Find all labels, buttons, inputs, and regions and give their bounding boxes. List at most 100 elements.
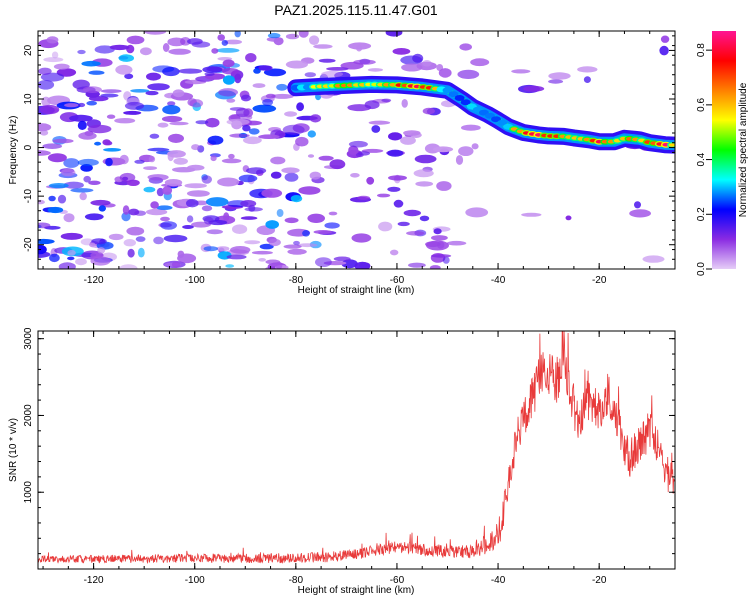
noise-blob [38,222,51,229]
noise-blob [226,254,247,260]
noise-blob [348,42,372,50]
noise-blob [94,141,102,146]
noise-blob [217,177,240,187]
noise-blob [222,75,235,85]
noise-blob [387,186,401,192]
noise-blob [126,35,145,45]
noise-blob [203,216,214,225]
noise-blob [150,201,159,209]
noise-blob [216,246,230,252]
noise-blob [195,120,209,125]
noise-blob [47,206,64,214]
noise-blob [252,83,266,88]
noise-blob [348,145,359,155]
noise-blob [168,48,191,55]
x-tick-label: -40 [491,275,506,286]
noise-blob [140,47,152,56]
noise-blob [124,101,145,110]
noise-blob [368,120,391,125]
noise-blob [307,154,315,158]
noise-blob [276,209,284,217]
noise-blob [390,249,399,256]
noise-blob [79,192,87,201]
noise-blob [119,264,138,269]
noise-blob [244,207,263,212]
noise-blob [78,132,97,140]
noise-blob [137,247,145,258]
noise-blob [419,215,430,222]
noise-blob [243,136,262,145]
noise-blob [367,68,383,72]
colorbar-tick-label: 0.0 [696,262,707,276]
noise-blob [156,205,173,210]
noise-blob [523,85,545,92]
noise-blob [164,179,183,187]
colorbar: 0.0 0.2 0.4 0.6 0.8 Normalized spectral ampl… [696,31,749,276]
noise-blob [157,122,169,128]
noise-blob [77,120,87,130]
noise-blob [189,99,204,108]
ridge-cell [491,116,501,123]
noise-blob [229,133,250,138]
noise-blob [147,147,170,152]
noise-blob [162,186,173,195]
noise-blob [458,146,474,156]
noise-blob [162,105,181,115]
noise-blob [145,90,159,96]
spectrogram-frame [37,30,676,270]
noise-blob [377,193,391,198]
noise-blob [216,48,240,53]
noise-blob [333,256,351,262]
noise-blob [86,100,97,106]
noise-blob [167,150,186,158]
noise-blob [392,48,411,55]
y-tick-label: 2000 [23,404,34,427]
noise-blob [51,51,59,59]
noise-blob [123,239,136,247]
noise-blob [203,246,218,252]
colorbar-tick-label: 0.2 [696,207,707,221]
noise-blob [38,123,52,132]
noise-blob [221,68,239,75]
noise-blob [105,157,113,167]
noise-blob [48,195,56,202]
noise-blob [60,232,83,240]
noise-blob [89,242,96,248]
noise-blob [309,35,320,45]
noise-blob [145,208,168,216]
x-tick-label: -60 [390,275,405,286]
noise-blob [471,143,479,150]
noise-blob [103,148,122,152]
noise-blob [659,45,669,56]
noise-blob [309,171,321,180]
noise-blob [211,48,219,54]
noise-blob [329,159,346,170]
noise-blob [511,69,531,74]
noise-blob [271,93,294,99]
noise-blob [109,44,130,51]
y-tick-label: 3000 [23,327,34,350]
noise-blob [261,188,283,198]
colorbar-ticks: 0.0 0.2 0.4 0.6 0.8 [696,43,712,276]
noise-blob [224,39,242,45]
noise-blob [186,215,194,223]
ridge-cell [497,119,508,126]
x-tick-label: -60 [390,575,405,586]
noise-blob [401,99,408,108]
noise-blob [46,36,59,44]
noise-blob [97,247,106,254]
noise-blob [284,111,298,117]
noise-blob [70,188,94,193]
noise-blob [642,255,665,263]
noise-blob [252,104,277,113]
noise-blob [57,194,67,204]
noise-blob [381,98,392,103]
noise-blob [565,215,572,221]
spectrogram-ylabel: Frequency (Hz) [8,116,19,185]
colorbar-tick-label: 0.4 [696,152,707,166]
noise-blob [38,238,55,245]
noise-blob [82,86,102,93]
ridge-cell [454,95,465,101]
noise-blob [285,33,300,40]
noise-blob [400,136,416,145]
